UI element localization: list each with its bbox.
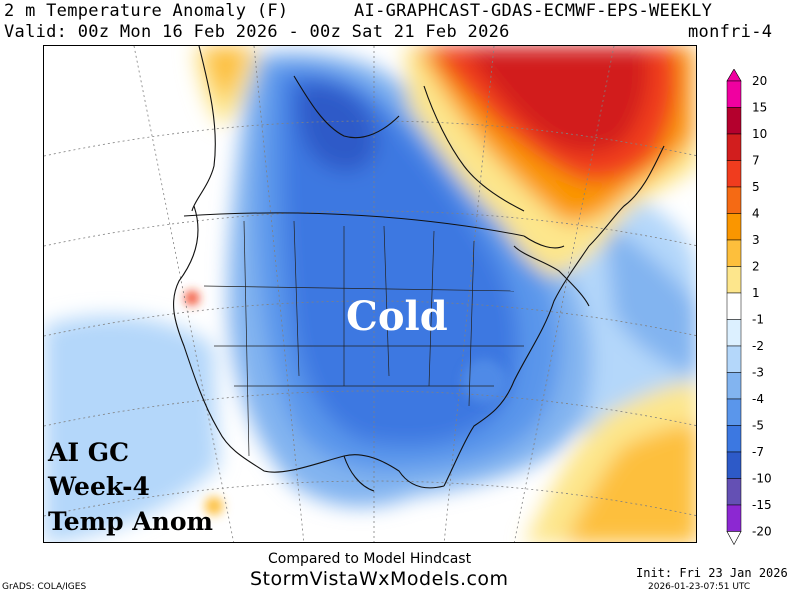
legend-tick-label: -7 bbox=[752, 445, 764, 459]
color-scale-legend: 20 15 10 7 5 4 3 2 1 -1 -2 -3 -4 -5 -7 -10 -15 -20 bbox=[722, 68, 782, 561]
legend-tick-label: 7 bbox=[752, 154, 760, 168]
legend-swatch bbox=[726, 478, 742, 506]
legend-swatch bbox=[726, 319, 742, 347]
temperature-anomaly-map bbox=[43, 45, 697, 543]
site-name: StormVistaWxModels.com bbox=[250, 568, 509, 590]
legend-swatch bbox=[726, 107, 742, 135]
generated-timestamp: 2026-01-23-07:51 UTC bbox=[648, 582, 751, 592]
legend-swatch bbox=[726, 398, 742, 426]
run-tag: monfri-4 bbox=[688, 22, 773, 42]
legend-swatch bbox=[726, 266, 742, 294]
legend-swatch bbox=[726, 186, 742, 214]
legend-tick-label: 2 bbox=[752, 260, 760, 274]
legend-tick-label: -5 bbox=[752, 419, 764, 433]
legend-tick-label: 15 bbox=[752, 101, 767, 115]
legend-swatch bbox=[726, 451, 742, 479]
model-name: AI-GRAPHCAST-GDAS-ECMWF-EPS-WEEKLY bbox=[354, 1, 713, 21]
legend-tick-label: 3 bbox=[752, 233, 760, 247]
legend-swatch bbox=[726, 160, 742, 188]
corner-label-line-1: AI GC bbox=[48, 438, 130, 467]
legend-tick-label: 4 bbox=[752, 207, 760, 221]
corner-label-line-3: Temp Anom bbox=[48, 507, 213, 536]
legend-tick-label: -20 bbox=[752, 525, 772, 539]
map-graphic bbox=[44, 46, 696, 542]
legend-tick-label: -1 bbox=[752, 313, 764, 327]
valid-period: Valid: 00z Mon 16 Feb 2026 - 00z Sat 21 … bbox=[4, 22, 510, 42]
legend-swatch bbox=[726, 133, 742, 161]
legend-swatch bbox=[726, 504, 742, 532]
legend-tick-label: 5 bbox=[752, 180, 760, 194]
legend-swatch bbox=[726, 213, 742, 241]
legend-bottom-arrow bbox=[726, 531, 742, 546]
legend-tick-label: -3 bbox=[752, 366, 764, 380]
init-time: Init: Fri 23 Jan 2026 bbox=[636, 566, 788, 580]
legend-swatch bbox=[726, 292, 742, 320]
legend-tick-label: 1 bbox=[752, 286, 760, 300]
legend-swatch bbox=[726, 425, 742, 453]
legend-swatch bbox=[726, 345, 742, 373]
legend-tick-label: -10 bbox=[752, 472, 772, 486]
legend-swatch bbox=[726, 372, 742, 400]
corner-label-line-2: Week-4 bbox=[48, 472, 150, 501]
legend-tick-label: 20 bbox=[752, 74, 767, 88]
legend-tick-label: -4 bbox=[752, 392, 764, 406]
hindcast-note: Compared to Model Hindcast bbox=[268, 551, 472, 567]
legend-swatch bbox=[726, 80, 742, 108]
legend-tick-label: -15 bbox=[752, 498, 772, 512]
legend-tick-label: -2 bbox=[752, 339, 764, 353]
map-title: 2 m Temperature Anomaly (F) bbox=[4, 1, 289, 21]
cold-label: Cold bbox=[346, 293, 448, 340]
legend-svg: 20 15 10 7 5 4 3 2 1 -1 -2 -3 -4 -5 -7 -10 -15 -20 bbox=[726, 68, 772, 546]
legend-top-arrow bbox=[726, 68, 742, 82]
legend-tick-label: 10 bbox=[752, 127, 767, 141]
grads-credit: GrADS: COLA/IGES bbox=[2, 582, 87, 592]
legend-swatch bbox=[726, 239, 742, 267]
